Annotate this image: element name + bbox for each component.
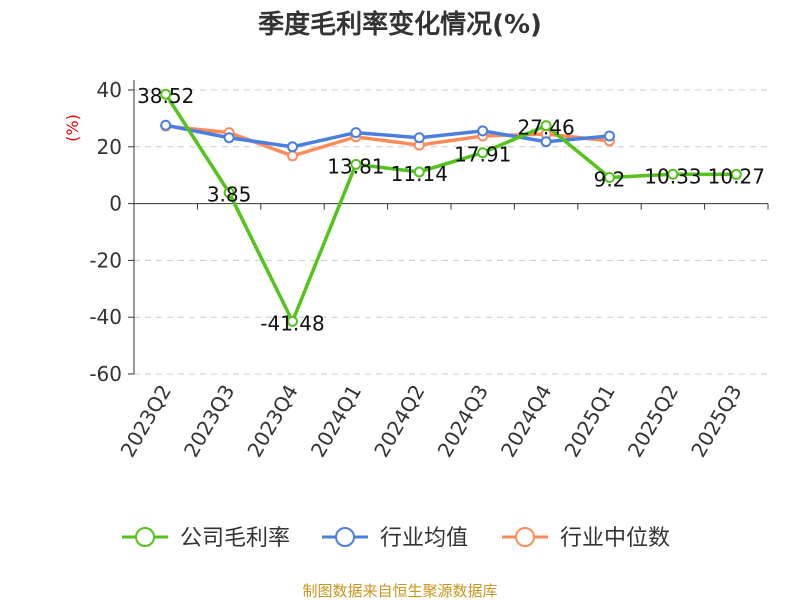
data-point [540,136,552,148]
data-label: 27.46 [517,116,574,140]
data-point [540,120,552,132]
data-label: 38.52 [137,84,194,108]
data-point [287,315,298,327]
x-tick-label: 2024Q3 [433,381,493,462]
series-line [165,123,610,149]
x-tick-label: 2025Q2 [623,381,683,462]
data-label: 10.27 [708,164,765,188]
y-tick-label: 0 [109,192,122,216]
y-tick-label: 40 [97,78,122,102]
x-tick-label: 2023Q2 [116,381,176,462]
data-point [477,147,489,159]
data-point [160,119,172,131]
data-point [667,168,679,180]
x-tick-label: 2024Q1 [306,381,366,462]
legend-label: 行业中位数 [560,526,670,551]
legend-label: 行业均值 [380,526,468,551]
series-line [165,124,610,158]
data-label: -41.48 [260,311,324,335]
data-point [160,88,172,100]
legend-marker-icon [135,527,155,547]
legend-marker-icon [335,527,355,547]
legend-marker-icon [515,527,535,547]
data-label: 17.91 [454,143,511,167]
data-point [287,141,298,153]
x-tick-label: 2023Q4 [242,381,302,462]
data-label: 10.33 [644,164,701,188]
legend-label: 公司毛利率 [180,526,290,551]
y-tick-label: -60 [89,362,122,386]
data-point [413,166,425,178]
chart-title: 季度毛利率变化情况(%) [258,9,542,40]
source-note: 制图数据来自恒生聚源数据库 [302,582,497,600]
x-tick-label: 2025Q1 [559,381,619,462]
data-point [413,132,425,144]
data-point [604,130,615,142]
data-label: 3.85 [207,183,252,207]
data-label: 11.14 [391,162,448,186]
y-tick-label: -40 [89,305,122,329]
x-tick-label: 2023Q3 [179,381,239,462]
data-point [223,187,235,199]
x-tick-label: 2025Q3 [686,381,746,462]
data-point [287,150,298,162]
y-axis-label: (%) [63,114,82,142]
data-point [604,171,615,183]
data-label: 13.81 [327,154,384,178]
data-point [730,168,742,180]
y-tick-label: -20 [89,248,122,272]
data-point [477,125,489,137]
data-label: 9.2 [594,167,626,191]
x-tick-label: 2024Q4 [496,381,556,462]
data-point [223,132,235,144]
data-point [350,158,362,170]
x-tick-label: 2024Q2 [369,381,429,462]
data-point [350,127,362,139]
series-line [164,93,737,326]
y-tick-label: 20 [97,135,122,159]
